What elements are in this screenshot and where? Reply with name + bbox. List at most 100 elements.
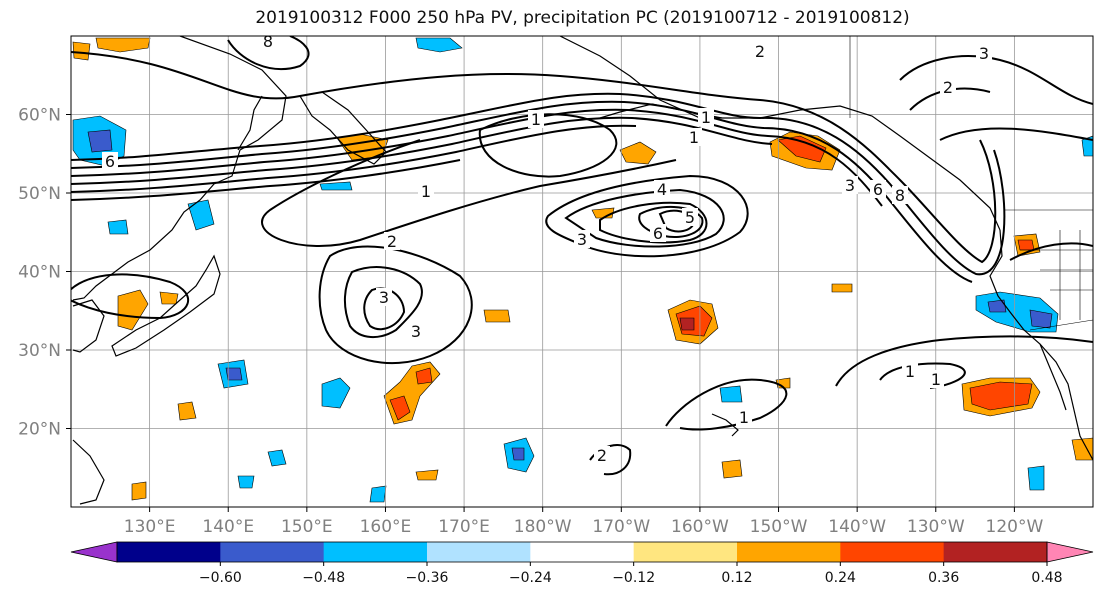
- pv-label-background: [842, 176, 858, 194]
- pv-label-background: [928, 370, 944, 388]
- pv-contour-label: 3: [979, 44, 989, 63]
- precip-negative-patch: [225, 367, 243, 381]
- pv-label-background: [376, 288, 392, 306]
- pv-label-background: [698, 108, 714, 126]
- pv-jet-contour: [71, 51, 997, 264]
- pv-contour-label: 6: [105, 152, 115, 171]
- pv-contour-label: 1: [701, 108, 711, 127]
- colorbar-swatch: [427, 542, 531, 562]
- colorbar-extend-min: [70, 541, 118, 563]
- precip-positive-patch: [159, 291, 179, 305]
- colorbar-swatch: [943, 542, 1048, 562]
- pv-contour: [71, 273, 190, 320]
- precip-negative-patch: [719, 385, 743, 403]
- pv-contour-label: 2: [597, 446, 607, 465]
- pv-label-background: [902, 362, 918, 380]
- pv-contour: [879, 362, 966, 389]
- precip-negative-patch: [987, 299, 1007, 313]
- pv-label-background: [102, 152, 118, 170]
- coastline-philippines: [72, 439, 105, 505]
- colorbar-tick-label: −0.60: [199, 570, 242, 586]
- lon-tick-label: 140°W: [828, 517, 886, 537]
- pv-label-background: [594, 446, 610, 464]
- pv-contour: [363, 287, 406, 331]
- pv-contour: [638, 205, 704, 238]
- lon-tick-label: 140°E: [202, 517, 254, 537]
- precip-positive-patch: [177, 401, 197, 421]
- pv-label-background: [260, 36, 276, 50]
- precip-positive-patch: [483, 309, 511, 323]
- pv-contour-label: 1: [931, 370, 941, 389]
- political-borders: [849, 36, 1093, 331]
- precip-negative-patch: [319, 181, 353, 191]
- colorbar-tick-label: −0.24: [509, 570, 552, 586]
- pv-label-background: [574, 230, 590, 248]
- precip-negative-patch: [1029, 309, 1053, 329]
- precip-positive-patch: [721, 459, 743, 479]
- pv-contour: [835, 335, 1093, 387]
- lon-tick-label: 150°W: [750, 517, 808, 537]
- longitude-labels: 130°E 140°E 150°E 160°E 170°E 180°W 170°W 160°W…: [124, 517, 1044, 537]
- pv-label-background: [408, 322, 424, 340]
- pv-label-background: [752, 42, 768, 60]
- pv-label-background: [686, 128, 702, 146]
- pv-contour-label: 2: [387, 232, 397, 251]
- colorbar-extend-max: [1046, 541, 1094, 563]
- pv-label-background: [892, 186, 908, 204]
- coastline-baja: [1039, 343, 1067, 411]
- lon-tick-label: 170°E: [438, 517, 490, 537]
- precip-negative-patch: [1027, 465, 1045, 491]
- pv-jet-contour: [71, 159, 461, 201]
- precip-negative-patch: [87, 129, 113, 153]
- pv-label-background: [418, 182, 434, 200]
- border-states: [1020, 230, 1093, 320]
- precip-negative-patch: [511, 447, 525, 461]
- pv-contour: [261, 139, 677, 248]
- precip-negative-patch: [187, 199, 215, 231]
- precip-positive-patch: [1071, 437, 1093, 461]
- colorbar-swatch: [323, 542, 428, 562]
- pv-contour: [939, 127, 1093, 141]
- pv-label-background: [940, 78, 956, 96]
- pv-label-background: [736, 408, 752, 426]
- precip-positive-patch: [415, 469, 439, 481]
- colorbar-swatch: [840, 542, 945, 562]
- pv-contour-label: 1: [531, 110, 541, 129]
- pv-contour-label: 3: [577, 230, 587, 249]
- pv-jet-contour: [71, 92, 1006, 276]
- pv-label-background: [682, 208, 698, 226]
- pv-contour: [599, 201, 708, 244]
- colorbar: −0.60 −0.48 −0.36 −0.24 −0.12 0.12 0.24 0.36 0.4…: [70, 541, 1094, 586]
- precip-positive-patch: [777, 135, 827, 163]
- lon-tick-label: 160°W: [671, 517, 729, 537]
- precip-positive-patch: [1017, 239, 1035, 251]
- precip-positive-patch: [831, 283, 853, 293]
- pv-contour: [1009, 242, 1093, 261]
- colorbar-tick-label: 0.48: [1031, 570, 1062, 586]
- precip-negative-patch: [267, 449, 287, 467]
- precip-positive-patch: [389, 395, 411, 421]
- border-us-mexico: [1029, 319, 1093, 331]
- map-gridlines: [71, 36, 1093, 507]
- pv-contour: [899, 55, 1093, 105]
- pv-label-background: [384, 232, 400, 250]
- axis-ticks: [66, 114, 1015, 512]
- lat-tick-label: 40°N: [18, 263, 61, 283]
- pv-label-background: [870, 180, 886, 198]
- colorbar-swatch: [117, 542, 221, 562]
- colorbar-tick-label: 0.24: [825, 570, 856, 586]
- pv-contour: [665, 378, 788, 431]
- colorbar-outline: [116, 541, 1048, 563]
- coastline-kamchatka: [299, 91, 387, 165]
- pv-contour-label: 3: [845, 176, 855, 195]
- pv-contour: [564, 188, 725, 248]
- pv-contour-label: 1: [739, 408, 749, 427]
- pv-contour-label: 3: [379, 288, 389, 307]
- coastline-korea: [72, 299, 105, 353]
- precip-negative-patch: [321, 377, 351, 409]
- pv-contour-label: 8: [895, 186, 905, 205]
- lon-tick-label: 150°E: [281, 517, 333, 537]
- colorbar-tick-label: 0.12: [721, 570, 752, 586]
- map-title: 2019100312 F000 250 hPa PV, precipitatio…: [255, 8, 910, 28]
- lon-tick-label: 130°W: [907, 517, 965, 537]
